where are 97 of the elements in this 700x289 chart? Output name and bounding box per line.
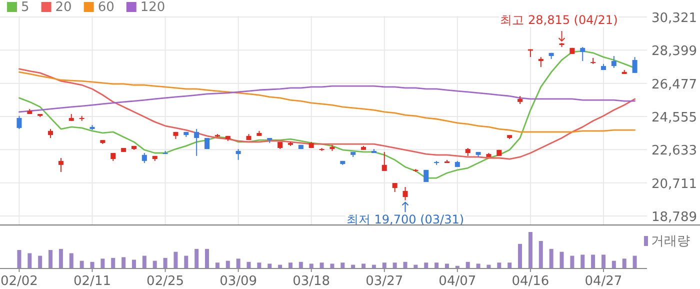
bar <box>580 254 585 268</box>
bar <box>288 262 292 268</box>
bar <box>90 262 94 268</box>
bar <box>80 260 84 268</box>
bar <box>591 254 596 268</box>
line-series <box>18 85 636 113</box>
bar <box>560 252 564 268</box>
bar <box>434 262 439 268</box>
bar <box>111 258 116 268</box>
candlestick <box>611 56 616 68</box>
x-tick-label: 04/16 <box>512 274 550 289</box>
bar <box>497 262 502 268</box>
y-tick-label: 18,789 <box>652 210 697 225</box>
bar <box>309 264 314 268</box>
bar <box>152 260 157 268</box>
bar <box>549 248 554 268</box>
bar <box>100 258 105 268</box>
x-tick-label: 03/18 <box>292 274 330 289</box>
bar <box>340 262 345 268</box>
y-tick-label: 26,477 <box>652 77 697 92</box>
bar <box>278 264 282 268</box>
legend-label: 60 <box>98 0 114 15</box>
line-series <box>18 71 636 133</box>
x-tick-label: 04/27 <box>584 274 622 289</box>
candlestick <box>580 46 586 62</box>
candlestick <box>16 115 22 130</box>
bar <box>28 253 32 268</box>
line-series <box>18 68 636 160</box>
y-tick-label: 24,555 <box>652 110 697 126</box>
bar <box>142 256 146 268</box>
x-tick-label: 02/02 <box>0 274 38 289</box>
y-tick-label: 20,711 <box>652 176 697 192</box>
legend-label: 20 <box>55 0 72 15</box>
bar <box>58 248 63 268</box>
x-tick-label: 02/11 <box>74 274 111 289</box>
annotation: 최저 19,700 (03/31) <box>346 212 464 226</box>
bar <box>528 232 532 268</box>
candlestick <box>142 152 147 164</box>
bar <box>17 250 22 268</box>
legend-label: 120 <box>140 0 166 15</box>
annotation: 최고 28,815 (04/21) <box>500 12 618 27</box>
bar <box>476 264 480 268</box>
candlestick <box>632 56 638 74</box>
bar <box>570 256 574 268</box>
bar <box>362 264 366 268</box>
bar <box>622 258 626 268</box>
bar <box>372 264 376 268</box>
bar <box>382 262 386 268</box>
bar <box>69 253 74 268</box>
legend-label: 거래량 <box>651 234 690 249</box>
bar <box>508 262 512 268</box>
bar <box>392 262 397 268</box>
bar <box>163 258 168 268</box>
bar <box>194 248 199 268</box>
candlestick <box>538 56 544 68</box>
bar <box>612 260 616 268</box>
candlestick <box>58 158 64 172</box>
bar <box>466 262 470 268</box>
bar <box>518 244 522 268</box>
bar <box>403 262 408 268</box>
bar <box>246 262 251 268</box>
candlestick <box>382 151 387 172</box>
candlestick <box>402 186 408 201</box>
bar <box>257 262 262 268</box>
bar <box>48 250 53 268</box>
bar <box>330 264 334 268</box>
legend-label: 5 <box>21 0 30 15</box>
bar <box>205 248 210 268</box>
bar <box>298 262 303 268</box>
bar <box>320 262 324 268</box>
bar <box>268 264 272 268</box>
bar <box>632 256 637 268</box>
x-tick-label: 03/27 <box>366 274 404 289</box>
candlestick <box>236 148 241 160</box>
bar <box>132 260 136 268</box>
candlestick <box>194 128 200 156</box>
candlestick <box>424 169 429 182</box>
bar <box>601 254 606 268</box>
bar <box>424 262 428 268</box>
x-tick-label: 02/25 <box>146 274 184 289</box>
x-tick-label: 03/09 <box>220 274 258 289</box>
bar <box>226 260 230 268</box>
y-tick-label: 28,399 <box>652 44 697 60</box>
bar <box>236 258 240 268</box>
bar <box>444 264 449 268</box>
y-tick-label: 30,321 <box>652 11 697 26</box>
bar <box>486 264 491 268</box>
bar <box>184 256 188 268</box>
bar <box>414 264 418 268</box>
x-tick-label: 04/07 <box>438 274 476 289</box>
bar <box>215 262 220 268</box>
y-tick-label: 22,633 <box>652 144 697 159</box>
bar <box>351 264 356 268</box>
bar <box>174 252 178 268</box>
bar <box>122 257 126 268</box>
bar <box>38 256 42 268</box>
bar <box>538 241 543 268</box>
